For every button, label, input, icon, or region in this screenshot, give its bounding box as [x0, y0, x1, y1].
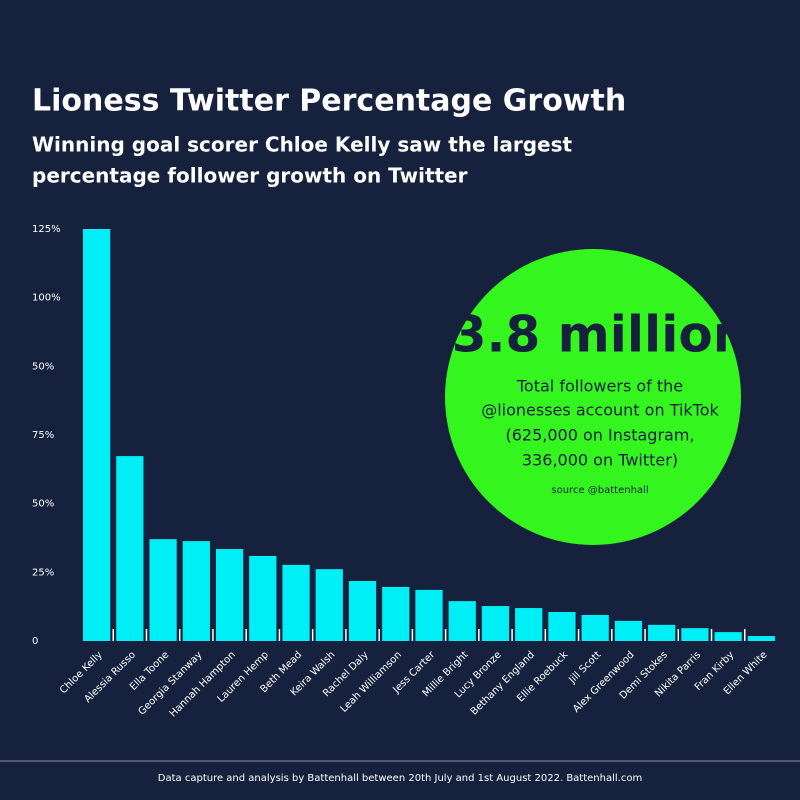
callout-source: source @battenhall [551, 485, 648, 496]
bar [382, 586, 410, 641]
y-tick-label: 125% [32, 224, 61, 235]
x-tick-label: Alex Greenwood [571, 649, 637, 715]
bar [215, 549, 244, 641]
callout-circle [445, 249, 741, 545]
bar [515, 608, 543, 641]
y-tick-label: 0 [32, 636, 38, 647]
chart-title: Lioness Twitter Percentage Growth [32, 84, 626, 119]
callout-text: (625,000 on Instagram, [506, 426, 695, 445]
bar [182, 541, 210, 641]
bar [681, 628, 709, 641]
x-tick-label: Bethany England [469, 649, 537, 717]
x-tick-label: Georgia Stanway [136, 649, 204, 717]
bar [614, 620, 643, 641]
y-tick-label: 50% [32, 361, 54, 372]
callout-headline: 3.8 million [452, 306, 749, 364]
callout-text: @lionesses account on TikTok [481, 401, 719, 420]
y-tick-label: 25% [32, 567, 54, 578]
bar [581, 614, 609, 641]
footer: Data capture and analysis by Battenhall … [158, 773, 642, 784]
bar [82, 229, 111, 641]
bar [348, 581, 377, 641]
x-tick-label: Leah Williamson [339, 649, 404, 714]
bar [448, 601, 476, 641]
bar [315, 569, 343, 641]
bar [481, 606, 510, 641]
bar [282, 564, 310, 641]
bar [747, 636, 776, 641]
callout-text: Total followers of the [516, 377, 683, 396]
subtitle: percentage follower growth on Twitter [32, 164, 468, 188]
subtitle: Winning goal scorer Chloe Kelly saw the … [32, 133, 573, 157]
bar [149, 539, 177, 641]
bar [648, 624, 676, 641]
bar [249, 555, 277, 641]
y-tick-label: 75% [32, 430, 54, 441]
bar [415, 589, 443, 641]
bar [116, 456, 144, 641]
y-tick-label: 100% [32, 293, 61, 304]
bar [548, 611, 576, 641]
y-tick-label: 50% [32, 499, 54, 510]
callout-text: 336,000 on Twitter) [522, 451, 678, 470]
bar [714, 632, 742, 641]
